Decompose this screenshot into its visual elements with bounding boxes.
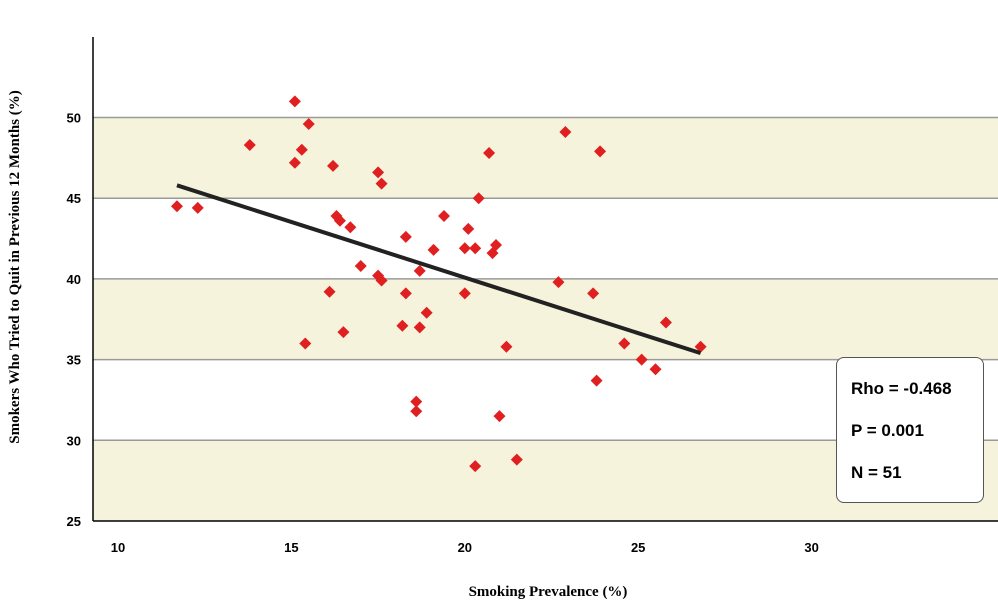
x-tick-30: 30	[804, 540, 818, 555]
band-2	[93, 278, 998, 360]
n-value: N = 51	[851, 463, 902, 482]
y-tick-35: 35	[67, 353, 81, 368]
data-point-5	[288, 156, 301, 169]
axes	[92, 37, 998, 522]
y-tick-50: 50	[67, 111, 81, 126]
data-point-12	[333, 214, 346, 227]
y-tick-25: 25	[67, 514, 81, 529]
data-point-9	[323, 285, 336, 298]
y-axis-title: Smokers Who Tried to Quit in Previous 12…	[7, 90, 23, 444]
data-point-6	[295, 143, 308, 156]
band-3	[93, 117, 998, 199]
data-point-21	[399, 230, 412, 243]
data-point-16	[372, 166, 385, 179]
data-point-49	[649, 363, 662, 376]
data-point-30	[458, 242, 471, 255]
data-points	[170, 95, 707, 473]
data-point-10	[327, 159, 340, 172]
data-point-51	[694, 340, 707, 353]
data-point-7	[302, 117, 315, 130]
data-point-46	[594, 145, 607, 158]
data-point-28	[427, 243, 440, 256]
data-point-22	[399, 287, 412, 300]
x-tick-15: 15	[284, 540, 298, 555]
data-point-3	[243, 138, 256, 151]
x-tick-20: 20	[458, 540, 472, 555]
data-point-47	[618, 337, 631, 350]
data-point-41	[510, 453, 523, 466]
data-point-1	[170, 200, 183, 213]
y-tick-labels: 25 30 35 40 45 50	[67, 111, 81, 530]
x-tick-10: 10	[111, 540, 125, 555]
data-point-31	[458, 287, 471, 300]
data-point-36	[483, 147, 496, 160]
data-point-23	[410, 395, 423, 408]
data-point-45	[590, 374, 603, 387]
data-point-48	[635, 353, 648, 366]
y-tick-45: 45	[67, 191, 81, 206]
data-point-42	[552, 276, 565, 289]
y-tick-40: 40	[67, 272, 81, 287]
data-point-24	[410, 405, 423, 418]
p-value: P = 0.001	[851, 421, 924, 440]
data-point-38	[490, 239, 503, 252]
data-point-14	[344, 221, 357, 234]
data-point-8	[299, 337, 312, 350]
data-point-40	[500, 340, 513, 353]
data-point-18	[375, 274, 388, 287]
x-tick-labels: 10 15 20 25 30	[111, 540, 819, 555]
data-point-43	[559, 126, 572, 139]
data-point-33	[469, 242, 482, 255]
data-point-34	[469, 460, 482, 473]
data-point-27	[420, 306, 433, 319]
data-point-50	[659, 316, 672, 329]
data-point-44	[587, 287, 600, 300]
data-point-29	[437, 209, 450, 222]
trendline	[176, 183, 702, 356]
data-point-20	[396, 319, 409, 332]
x-tick-25: 25	[631, 540, 645, 555]
data-point-15	[354, 259, 367, 272]
data-point-4	[288, 95, 301, 108]
data-point-19	[375, 177, 388, 190]
data-point-32	[462, 222, 475, 235]
data-point-25	[413, 264, 426, 277]
y-tick-30: 30	[67, 433, 81, 448]
data-point-13	[337, 326, 350, 339]
x-axis-title: Smoking Prevalence (%)	[469, 584, 628, 600]
data-point-2	[191, 201, 204, 214]
data-point-35	[472, 192, 485, 205]
stats-box: Rho = -0.468 P = 0.001 N = 51	[836, 357, 984, 503]
data-point-26	[413, 321, 426, 334]
data-point-39	[493, 410, 506, 423]
rho-value: Rho = -0.468	[851, 379, 952, 398]
